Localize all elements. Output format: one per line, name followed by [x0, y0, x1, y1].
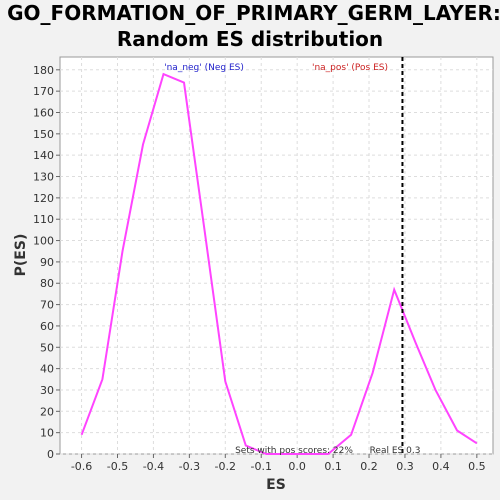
x-tick-label: 0.3 — [396, 460, 414, 473]
plot-area — [59, 56, 494, 455]
y-tick-label: 110 — [33, 213, 54, 226]
x-tick-label: 0.0 — [288, 460, 306, 473]
es-distribution-line — [80, 72, 478, 455]
x-axis-title: ES — [266, 477, 286, 493]
y-tick-label: 160 — [33, 106, 54, 119]
x-tick-label: -0.1 — [250, 460, 271, 473]
x-axis-ticks: -0.6 -0.5 -0.4 -0.3 -0.2 -0.1 0.0 0.1 0.2 0.3 0.4 0… — [71, 454, 486, 473]
y-tick-label: 180 — [33, 64, 54, 77]
y-tick-label: 170 — [33, 85, 54, 98]
grid-lines — [60, 57, 493, 455]
y-tick-label: 90 — [40, 256, 54, 269]
x-tick-label: 0.2 — [360, 460, 378, 473]
y-tick-label: 140 — [33, 149, 54, 162]
y-tick-label: 70 — [40, 299, 54, 312]
x-tick-label: -0.4 — [143, 460, 164, 473]
real-es-note: Real ES 0.3 — [370, 446, 421, 456]
x-tick-label: 0.5 — [468, 460, 486, 473]
x-tick-label: -0.2 — [215, 460, 236, 473]
sets-pos-scores-note: Sets with pos scores: 22% — [235, 446, 353, 456]
y-tick-label: 30 — [40, 384, 54, 397]
y-tick-label: 0 — [47, 448, 54, 461]
y-tick-label: 130 — [33, 171, 54, 184]
y-tick-label: 150 — [33, 128, 54, 141]
y-tick-label: 20 — [40, 405, 54, 418]
x-tick-label: -0.3 — [179, 460, 200, 473]
y-tick-label: 40 — [40, 363, 54, 376]
x-tick-label: 0.1 — [324, 460, 342, 473]
x-tick-label: -0.6 — [71, 460, 92, 473]
y-axis-ticks: 0 10 20 30 40 50 60 70 80 90 100 110 120 130 140 150 160… — [33, 64, 60, 461]
chart-title-line2: Random ES distribution — [117, 27, 383, 51]
y-tick-label: 80 — [40, 277, 54, 290]
y-tick-label: 120 — [33, 192, 54, 205]
neg-es-label: 'na_neg' (Neg ES) — [164, 63, 244, 73]
y-axis-title: P(ES) — [13, 234, 29, 277]
chart-title-line1: GO_FORMATION_OF_PRIMARY_GERM_LAYER: — [7, 1, 500, 25]
y-tick-label: 10 — [40, 427, 54, 440]
pos-es-label: 'na_pos' (Pos ES) — [312, 63, 388, 73]
y-tick-label: 60 — [40, 320, 54, 333]
y-tick-label: 50 — [40, 341, 54, 354]
y-tick-label: 100 — [33, 235, 54, 248]
x-tick-label: 0.4 — [432, 460, 450, 473]
x-tick-label: -0.5 — [107, 460, 128, 473]
